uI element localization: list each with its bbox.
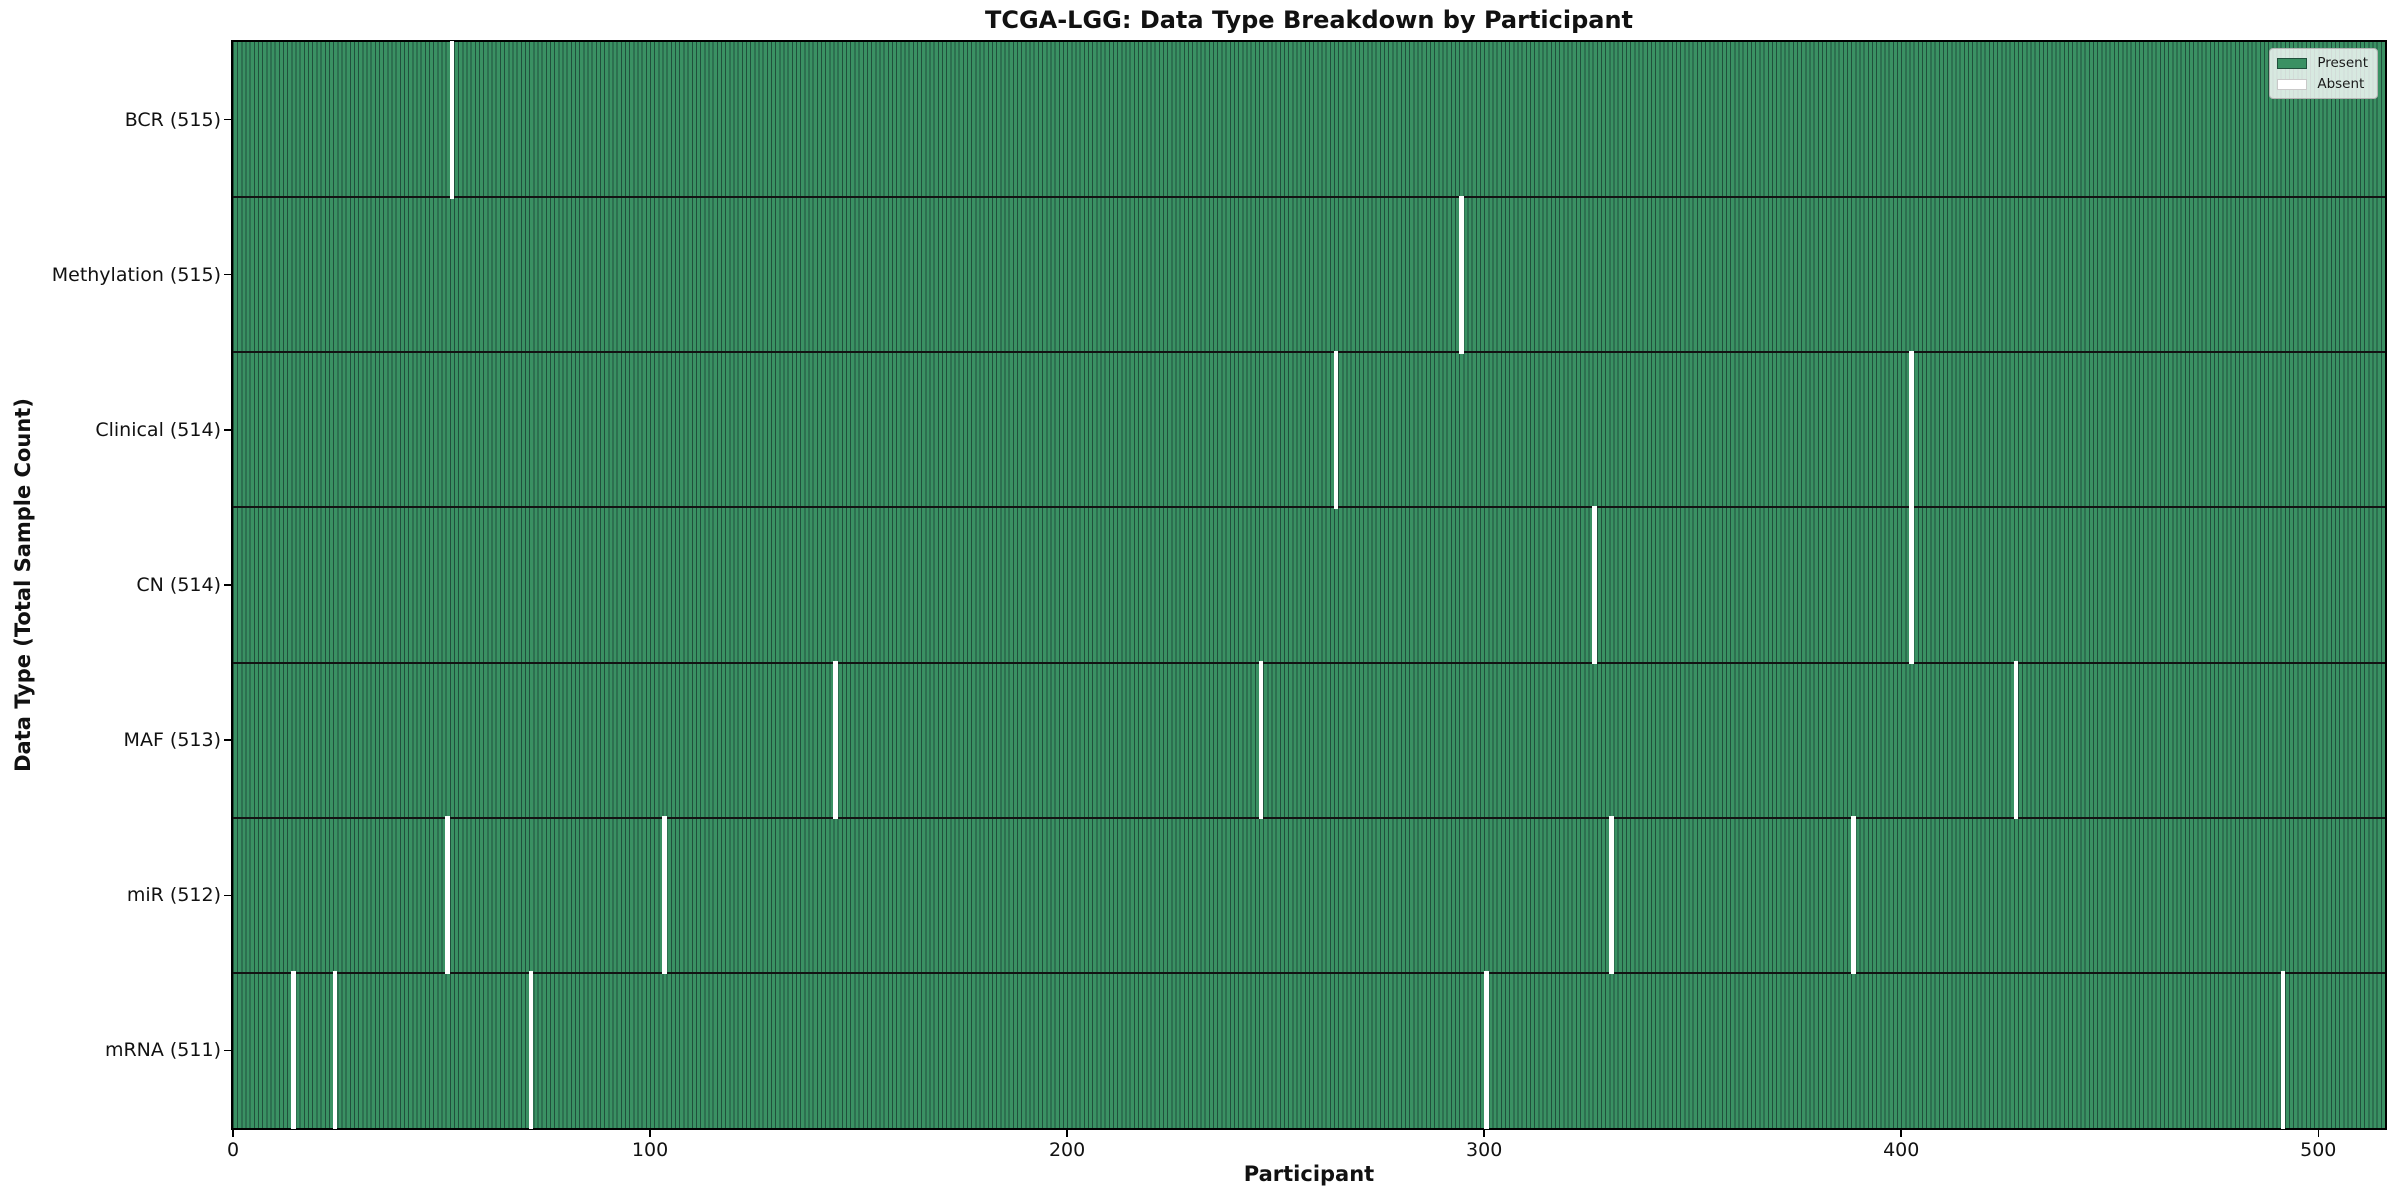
row-divider (233, 196, 2385, 199)
absent-gap-cn-326 (1592, 505, 1597, 665)
x-tick-label: 500 (2300, 1139, 2337, 1161)
absent-gap-clinical-264 (1333, 350, 1339, 509)
y-tick (224, 1049, 231, 1052)
legend-absent-label: Absent (2317, 76, 2365, 92)
y-tick-label-maf: MAF (513) (123, 729, 221, 752)
absent-gap-methylation-294 (1458, 195, 1464, 354)
legend-present-label: Present (2317, 55, 2368, 71)
y-tick-label-mir: miR (512) (126, 884, 221, 907)
row-cn (233, 507, 2385, 663)
row-methylation (233, 197, 2385, 353)
absent-gap-mir-51 (445, 816, 451, 975)
x-tick-label: 0 (226, 1139, 240, 1161)
absent-gap-mir-388 (1850, 816, 1856, 975)
row-clinical (233, 352, 2385, 508)
absent-gap-mir-103 (662, 816, 667, 975)
y-tick-label-methylation: Methylation (515) (51, 263, 221, 286)
y-tick (224, 894, 231, 897)
x-tick (1483, 1130, 1485, 1137)
absent-gap-mrna-491 (2280, 971, 2286, 1130)
absent-gap-maf-144 (833, 661, 838, 820)
row-divider (233, 971, 2385, 974)
absent-gap-maf-246 (1258, 661, 1264, 820)
y-tick-label-clinical: Clinical (514) (95, 418, 221, 441)
y-tick (224, 429, 231, 431)
y-tick-label-mrna: mRNA (511) (104, 1039, 221, 1062)
absent-gap-mir-330 (1609, 816, 1614, 975)
x-tick-label: 300 (1466, 1139, 1503, 1161)
plot-area (231, 40, 2387, 1130)
row-maf (233, 662, 2385, 818)
absent-gap-bcr-52 (449, 40, 455, 199)
y-tick (224, 118, 231, 121)
y-tick-label-cn: CN (514) (136, 574, 221, 596)
row-bcr (233, 42, 2385, 198)
row-divider (233, 661, 2385, 664)
y-tick (224, 739, 231, 741)
absent-gap-mrna-71 (528, 971, 534, 1130)
y-tick-label-bcr: BCR (515) (124, 108, 221, 131)
row-divider (233, 506, 2385, 509)
absent-gap-cn-402 (1909, 505, 1914, 665)
row-divider (233, 816, 2385, 819)
x-tick (232, 1130, 234, 1137)
row-mrna (233, 972, 2385, 1128)
chart-title: TCGA-LGG: Data Type Breakdown by Partici… (984, 6, 1634, 34)
absent-gap-mrna-300 (1483, 971, 1489, 1130)
legend-absent-swatch (2277, 78, 2308, 90)
row-divider (233, 351, 2385, 354)
legend-entry-absent: Absent (2277, 76, 2368, 92)
legend-entry-present: Present (2277, 55, 2368, 71)
x-tick-label: 400 (1883, 1139, 1920, 1161)
legend: Present Absent (2269, 48, 2378, 99)
y-tick (224, 584, 231, 586)
absent-gap-mrna-24 (332, 971, 338, 1130)
x-tick (649, 1130, 651, 1137)
legend-present-swatch (2277, 57, 2308, 69)
x-tick-label: 200 (1048, 1139, 1086, 1161)
x-axis-title: Participant (1243, 1162, 1375, 1186)
row-mir (233, 817, 2385, 973)
absent-gap-mrna-14 (291, 971, 296, 1130)
x-tick (1900, 1130, 1902, 1137)
x-tick (2317, 1130, 2320, 1137)
x-tick (1066, 1130, 1068, 1137)
y-tick (224, 273, 231, 276)
x-tick-label: 100 (631, 1139, 669, 1161)
absent-gap-clinical-402 (1909, 350, 1914, 509)
absent-gap-maf-427 (2013, 661, 2019, 820)
